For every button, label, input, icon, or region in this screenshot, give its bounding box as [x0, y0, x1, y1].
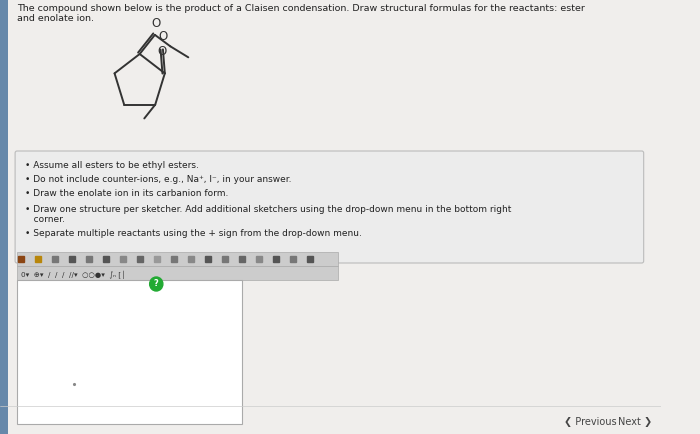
Text: ?: ?: [154, 279, 159, 289]
Text: O: O: [157, 45, 167, 58]
Bar: [17, 280, 241, 424]
Text: and enolate ion.: and enolate ion.: [17, 14, 94, 23]
FancyBboxPatch shape: [15, 151, 644, 263]
Text: The compound shown below is the product of a Claisen condensation. Draw structur: The compound shown below is the product …: [17, 4, 585, 13]
Text: • Draw one structure per sketcher. Add additional sketchers using the drop-down : • Draw one structure per sketcher. Add a…: [25, 205, 511, 214]
Text: • Do not include counter-ions, e.g., Na⁺, I⁻, in your answer.: • Do not include counter-ions, e.g., Na⁺…: [25, 175, 291, 184]
Text: • Assume all esters to be ethyl esters.: • Assume all esters to be ethyl esters.: [25, 161, 198, 170]
Circle shape: [150, 277, 163, 291]
Text: • Separate multiple reactants using the + sign from the drop-down menu.: • Separate multiple reactants using the …: [25, 229, 361, 238]
Text: ❮ Previous: ❮ Previous: [564, 417, 617, 427]
Text: 0▾  ⊕▾  /  /  /  //▾  ○○●▾  ∫ₙ [│: 0▾ ⊕▾ / / / //▾ ○○●▾ ∫ₙ [│: [21, 271, 125, 279]
Text: corner.: corner.: [25, 215, 64, 224]
Bar: [17, 252, 338, 266]
Text: O: O: [158, 30, 167, 43]
Text: Next ❯: Next ❯: [618, 417, 652, 427]
Text: • Draw the enolate ion in its carbanion form.: • Draw the enolate ion in its carbanion …: [25, 189, 228, 198]
Bar: [17, 266, 338, 280]
Text: O: O: [151, 17, 160, 30]
Bar: [0, 0, 8, 434]
